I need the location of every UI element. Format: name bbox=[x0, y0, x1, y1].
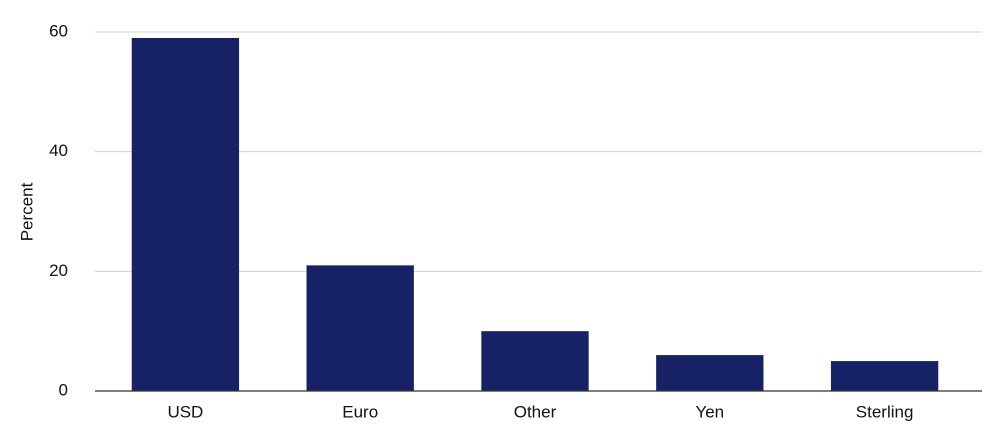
y-tick-label: 60 bbox=[49, 21, 68, 40]
bar bbox=[481, 331, 589, 391]
x-tick-label: Yen bbox=[695, 402, 724, 421]
bar bbox=[830, 361, 939, 391]
y-axis-label: Percent bbox=[17, 182, 36, 241]
y-tick-label: 0 bbox=[59, 380, 68, 399]
bar bbox=[656, 355, 764, 391]
y-tick-label: 20 bbox=[49, 261, 68, 280]
x-tick-label: Sterling bbox=[856, 402, 914, 421]
bar bbox=[131, 37, 240, 391]
x-tick-label: Other bbox=[514, 402, 557, 421]
bar bbox=[306, 265, 414, 391]
x-tick-label: Euro bbox=[342, 402, 378, 421]
y-tick-label: 40 bbox=[49, 141, 68, 160]
x-tick-label: USD bbox=[167, 402, 203, 421]
